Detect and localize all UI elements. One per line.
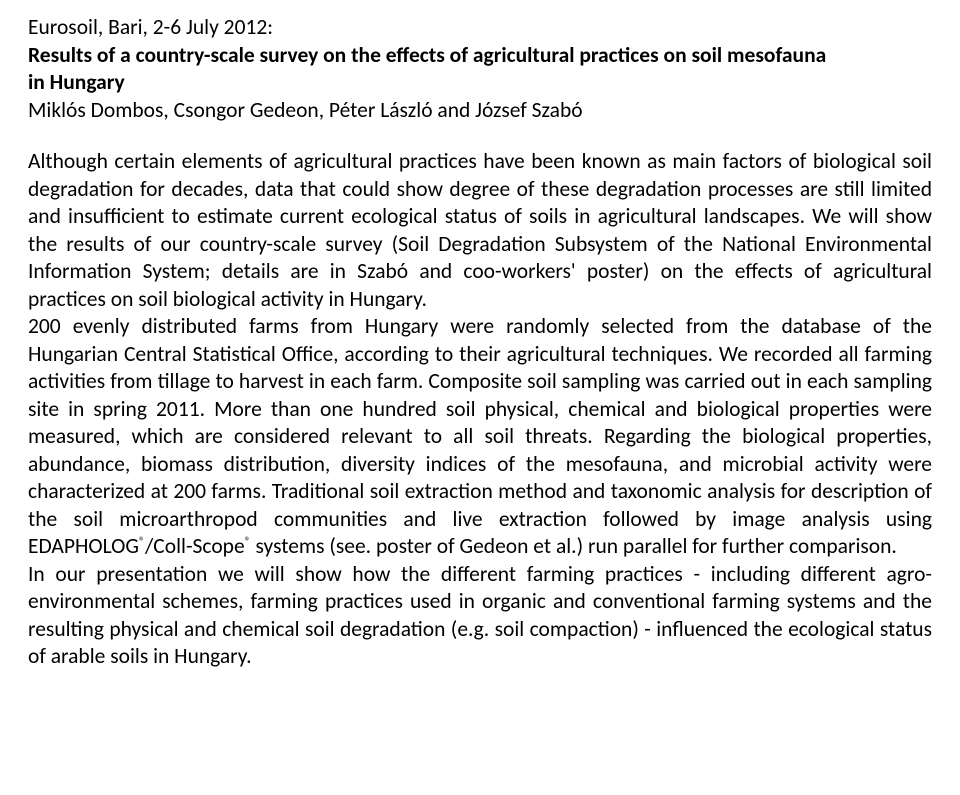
title-line-1: Results of a country-scale survey on the… — [28, 42, 932, 70]
title-line-2: in Hungary — [28, 69, 932, 97]
abstract-paragraph-2: 200 evenly distributed farms from Hungar… — [28, 313, 932, 561]
conference-header: Eurosoil, Bari, 2-6 July 2012: — [28, 14, 932, 42]
abstract-paragraph-3: In our presentation we will show how the… — [28, 561, 932, 671]
abstract-paragraph-1: Although certain elements of agricultura… — [28, 148, 932, 313]
para2-pre: 200 evenly distributed farms from Hungar… — [28, 313, 932, 559]
para2-mid: /Coll-Scope — [145, 533, 245, 559]
para2-post: systems (see. poster of Gedeon et al.) r… — [251, 533, 897, 559]
document-page: Eurosoil, Bari, 2-6 July 2012: Results o… — [0, 0, 960, 691]
authors: Miklós Dombos, Csongor Gedeon, Péter Lás… — [28, 97, 932, 125]
